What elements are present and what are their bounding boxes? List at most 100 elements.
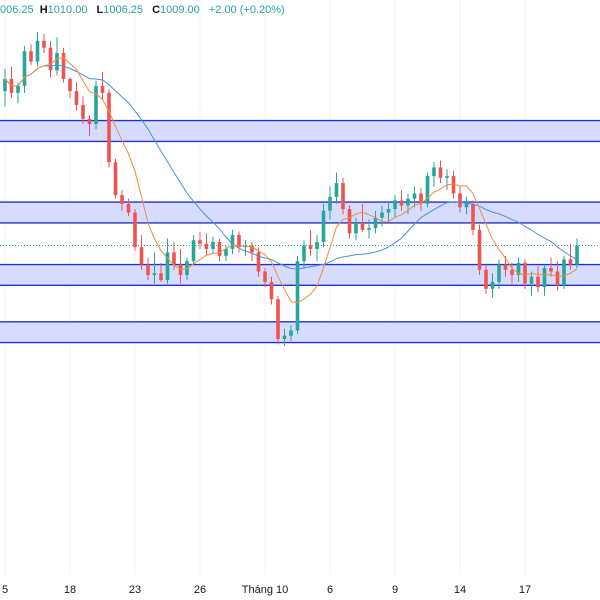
x-tick-label: 5 bbox=[2, 584, 8, 596]
candle bbox=[256, 247, 261, 277]
candle bbox=[412, 186, 417, 208]
candle-body bbox=[120, 195, 124, 204]
candle-body bbox=[386, 209, 391, 213]
candle bbox=[438, 160, 443, 184]
candle-body bbox=[315, 242, 319, 249]
candle-body bbox=[425, 176, 430, 204]
candle bbox=[484, 264, 488, 295]
candle bbox=[107, 89, 111, 168]
candle bbox=[334, 172, 339, 204]
candle-body bbox=[282, 335, 287, 340]
candle-body bbox=[536, 276, 540, 288]
candle bbox=[464, 196, 469, 215]
x-tick-label: 6 bbox=[327, 584, 333, 596]
candle-body bbox=[204, 243, 209, 249]
candle-body bbox=[35, 40, 40, 62]
candle-body bbox=[477, 229, 482, 270]
candle-body bbox=[367, 228, 371, 230]
candle-body bbox=[81, 104, 85, 119]
candle-body bbox=[334, 183, 339, 197]
candle bbox=[289, 325, 293, 341]
candle bbox=[35, 32, 40, 67]
x-tick-label: 14 bbox=[454, 584, 466, 596]
candle bbox=[48, 40, 53, 78]
candle-body bbox=[484, 269, 488, 289]
candle bbox=[536, 266, 540, 293]
candle bbox=[419, 188, 423, 211]
candle bbox=[575, 238, 579, 269]
candle-body bbox=[510, 269, 514, 275]
change-value: +2.00 (+0.20%) bbox=[208, 4, 285, 16]
candle-body bbox=[347, 209, 352, 234]
zone-fill bbox=[0, 202, 600, 223]
candle bbox=[68, 77, 72, 99]
candle bbox=[22, 46, 27, 93]
x-tick-label: 18 bbox=[64, 584, 76, 596]
candle-body bbox=[445, 176, 449, 178]
candle-body bbox=[269, 281, 274, 300]
candle bbox=[523, 259, 527, 289]
grid-lines bbox=[4, 0, 526, 575]
candle-body bbox=[133, 212, 137, 248]
candle bbox=[503, 255, 508, 277]
candle bbox=[204, 233, 209, 256]
candle-body bbox=[549, 268, 553, 272]
candle bbox=[113, 158, 118, 199]
candle-body bbox=[419, 193, 423, 204]
candle-body bbox=[211, 242, 215, 249]
candle bbox=[250, 242, 254, 262]
candle bbox=[139, 235, 144, 270]
candle-body bbox=[555, 271, 560, 286]
candle bbox=[9, 66, 14, 99]
ohlc-legend: 006.25 H1010.00 L1006.25 C1009.00 +2.00 … bbox=[0, 4, 288, 16]
candle-body bbox=[42, 40, 46, 48]
candle bbox=[386, 202, 391, 222]
candle-body bbox=[302, 245, 306, 262]
candle bbox=[393, 195, 397, 218]
candle-body bbox=[139, 247, 144, 265]
candle-body bbox=[159, 273, 163, 281]
candle-body bbox=[568, 259, 573, 265]
candle-body bbox=[295, 261, 300, 331]
candle bbox=[399, 189, 404, 211]
zone-fill bbox=[0, 120, 600, 142]
candle bbox=[61, 47, 66, 83]
candle-body bbox=[380, 212, 384, 218]
moving-average-slow bbox=[4, 64, 578, 270]
candle-body bbox=[107, 92, 111, 163]
candle-body bbox=[523, 262, 527, 284]
candle-body bbox=[412, 193, 417, 199]
candle-body bbox=[308, 245, 313, 249]
candle-body bbox=[87, 118, 92, 125]
candle bbox=[269, 276, 274, 305]
candle bbox=[354, 217, 358, 241]
candle-body bbox=[55, 52, 59, 71]
candle bbox=[510, 262, 514, 284]
candle bbox=[373, 210, 378, 234]
candle-body bbox=[432, 167, 436, 177]
candle bbox=[100, 72, 105, 100]
candle bbox=[516, 257, 521, 282]
low-label: L bbox=[96, 4, 104, 16]
candle-body bbox=[321, 210, 326, 242]
close-label: C bbox=[152, 4, 161, 16]
zone-fill bbox=[0, 264, 600, 286]
candle-body bbox=[328, 196, 332, 211]
low-value: L1006.25 bbox=[96, 4, 144, 16]
candle-body bbox=[185, 261, 189, 275]
candle-body bbox=[224, 248, 228, 256]
candle-body bbox=[250, 245, 254, 253]
candle bbox=[87, 115, 92, 137]
candle-body bbox=[529, 276, 534, 284]
candle bbox=[432, 162, 436, 187]
candle bbox=[230, 229, 235, 255]
candle-body bbox=[451, 176, 456, 194]
candle-body bbox=[198, 240, 202, 244]
candle-body bbox=[373, 217, 378, 229]
candle bbox=[42, 33, 46, 53]
candle-body bbox=[289, 330, 293, 336]
candle bbox=[497, 259, 501, 289]
candle bbox=[55, 37, 59, 76]
candle bbox=[328, 186, 332, 220]
